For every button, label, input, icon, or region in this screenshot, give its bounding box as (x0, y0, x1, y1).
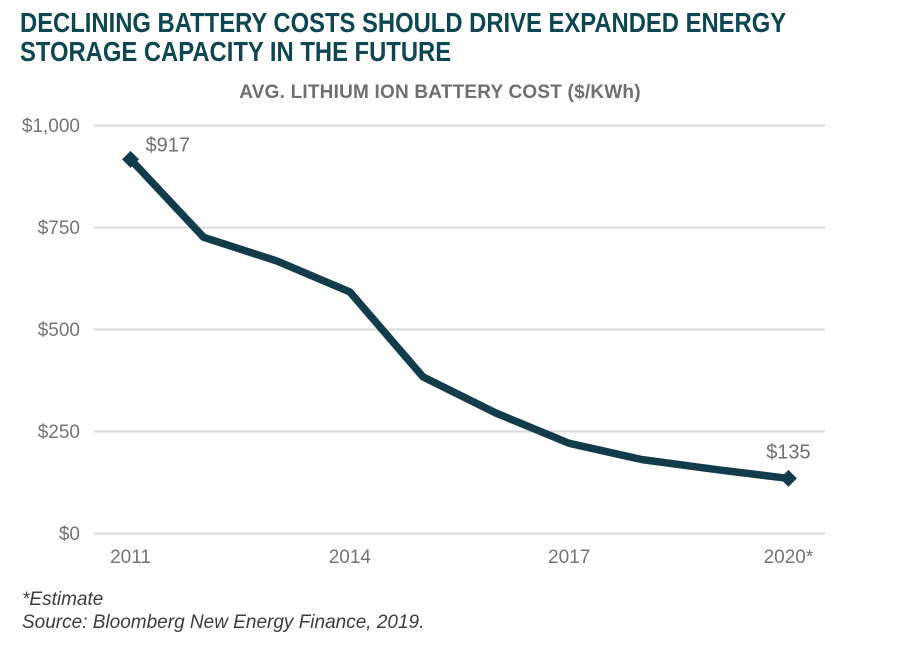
y-axis-tick-label: $250 (38, 422, 80, 443)
y-axis-tick-label: $750 (38, 218, 80, 239)
diamond-marker-2020 (779, 469, 797, 487)
point-label-2020: $135 (766, 441, 811, 463)
chart-title: AVG. LITHIUM ION BATTERY COST ($/KWh) (239, 82, 641, 103)
chart-footnotes: *Estimate Source: Bloomberg New Energy F… (22, 588, 424, 634)
source-note: Source: Bloomberg New Energy Finance, 20… (22, 612, 425, 633)
point-label-2011: $917 (146, 134, 191, 156)
x-axis-tick-label: 2014 (329, 547, 372, 568)
page-title-line1: DECLINING BATTERY COSTS SHOULD DRIVE EXP… (20, 7, 787, 38)
x-axis-tick-label: 2017 (548, 547, 590, 568)
y-axis-tick-label: $1,000 (22, 116, 80, 137)
battery-cost-line (126, 155, 793, 483)
page-title-line2: STORAGE CAPACITY IN THE FUTURE (20, 36, 452, 67)
estimate-note: *Estimate (22, 589, 104, 610)
x-axis-tick-label: 2020* (764, 547, 814, 568)
y-axis-tick-label: $500 (38, 320, 80, 341)
page-title: DECLINING BATTERY COSTS SHOULD DRIVE EXP… (20, 8, 898, 66)
x-axis-tick-label: 2011 (110, 547, 151, 568)
y-axis-tick-label: $0 (59, 524, 80, 545)
diamond-marker-2011 (122, 150, 140, 168)
